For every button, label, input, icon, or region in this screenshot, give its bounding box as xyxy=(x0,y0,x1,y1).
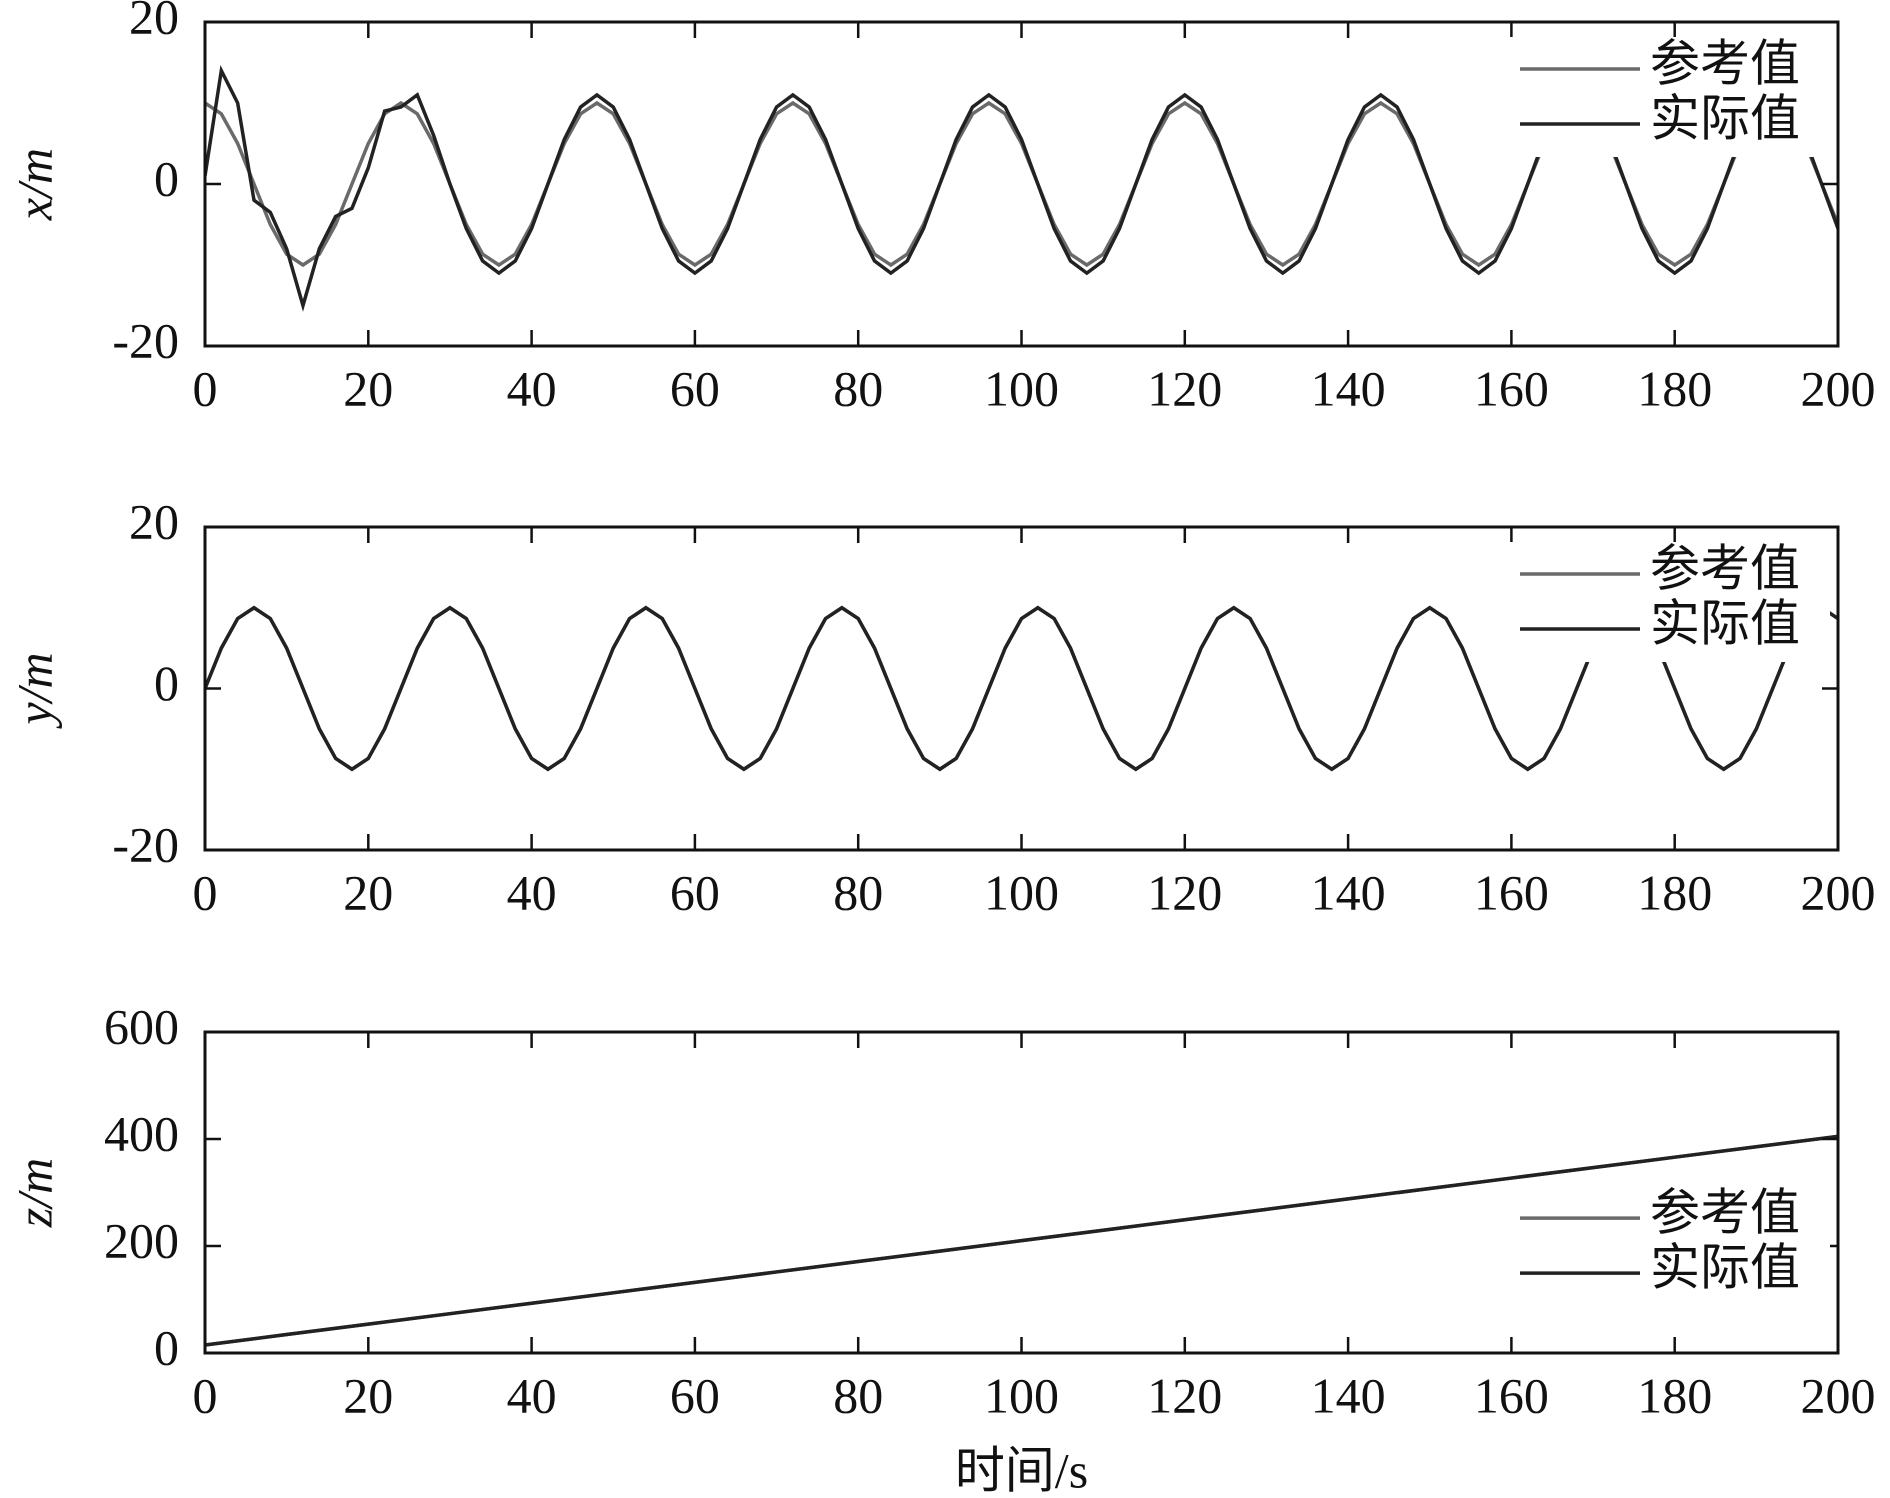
x-tick-label: 140 xyxy=(1311,360,1386,416)
x-tick-label: 40 xyxy=(507,864,557,920)
y-tick-label: 0 xyxy=(154,655,179,711)
x-tick-label: 100 xyxy=(984,1367,1059,1423)
y-tick-label: 600 xyxy=(104,998,179,1054)
legend-box xyxy=(1510,1186,1830,1307)
plot-frame xyxy=(203,525,1840,852)
series-line xyxy=(205,605,1838,772)
x-tick-label: 40 xyxy=(507,1367,557,1423)
x-tick-label: 40 xyxy=(507,360,557,416)
x-tick-label: 160 xyxy=(1474,864,1549,920)
x-tick-label: 200 xyxy=(1801,1367,1876,1423)
y-tick-label: -20 xyxy=(112,816,179,872)
series-line xyxy=(205,1134,1838,1347)
plot-frame xyxy=(203,1030,1840,1355)
y-tick-label: 400 xyxy=(104,1105,179,1161)
y-axis-label: y/m xyxy=(6,652,62,729)
x-tick-label: 140 xyxy=(1311,1367,1386,1423)
x-tick-label: 140 xyxy=(1311,864,1386,920)
x-tick-label: 60 xyxy=(670,864,720,920)
x-tick-label: 180 xyxy=(1637,864,1712,920)
x-tick-label: 180 xyxy=(1637,360,1712,416)
x-tick-label: 160 xyxy=(1474,1367,1549,1423)
legend-box xyxy=(1510,542,1830,662)
x-tick-label: 0 xyxy=(193,360,218,416)
x-tick-label: 80 xyxy=(833,360,883,416)
x-tick-label: 80 xyxy=(833,1367,883,1423)
legend-label: 参考值 xyxy=(1650,1185,1800,1241)
legend-label: 实际值 xyxy=(1650,595,1800,651)
x-tick-label: 60 xyxy=(670,360,720,416)
x-tick-label: 100 xyxy=(984,360,1059,416)
y-tick-label: 20 xyxy=(129,0,179,44)
x-tick-label: 180 xyxy=(1637,1367,1712,1423)
x-tick-label: 20 xyxy=(343,1367,393,1423)
legend-label: 实际值 xyxy=(1650,1240,1800,1296)
x-tick-label: 60 xyxy=(670,1367,720,1423)
x-tick-label: 160 xyxy=(1474,360,1549,416)
y-tick-label: 0 xyxy=(154,150,179,206)
y-axis-label: x/m xyxy=(6,148,62,221)
y-tick-label: 0 xyxy=(154,1319,179,1375)
plot-frame xyxy=(203,20,1840,348)
legend-label: 参考值 xyxy=(1650,540,1800,596)
legend-label: 参考值 xyxy=(1650,35,1800,91)
legend-box xyxy=(1510,37,1830,157)
legend-label: 实际值 xyxy=(1650,90,1800,146)
x-tick-label: 80 xyxy=(833,864,883,920)
y-tick-label: 200 xyxy=(104,1212,179,1268)
x-tick-label: 120 xyxy=(1147,864,1222,920)
x-tick-label: 20 xyxy=(343,360,393,416)
x-axis-label: 时间/s xyxy=(955,1442,1088,1498)
x-tick-label: 0 xyxy=(193,864,218,920)
y-tick-label: -20 xyxy=(112,312,179,368)
x-tick-label: 0 xyxy=(193,1367,218,1423)
x-tick-label: 100 xyxy=(984,864,1059,920)
x-tick-label: 200 xyxy=(1801,360,1876,416)
x-tick-label: 120 xyxy=(1147,360,1222,416)
x-tick-label: 200 xyxy=(1801,864,1876,920)
x-tick-label: 120 xyxy=(1147,1367,1222,1423)
x-tick-label: 20 xyxy=(343,864,393,920)
y-tick-label: 20 xyxy=(129,493,179,549)
y-axis-label: z/m xyxy=(6,1158,62,1228)
